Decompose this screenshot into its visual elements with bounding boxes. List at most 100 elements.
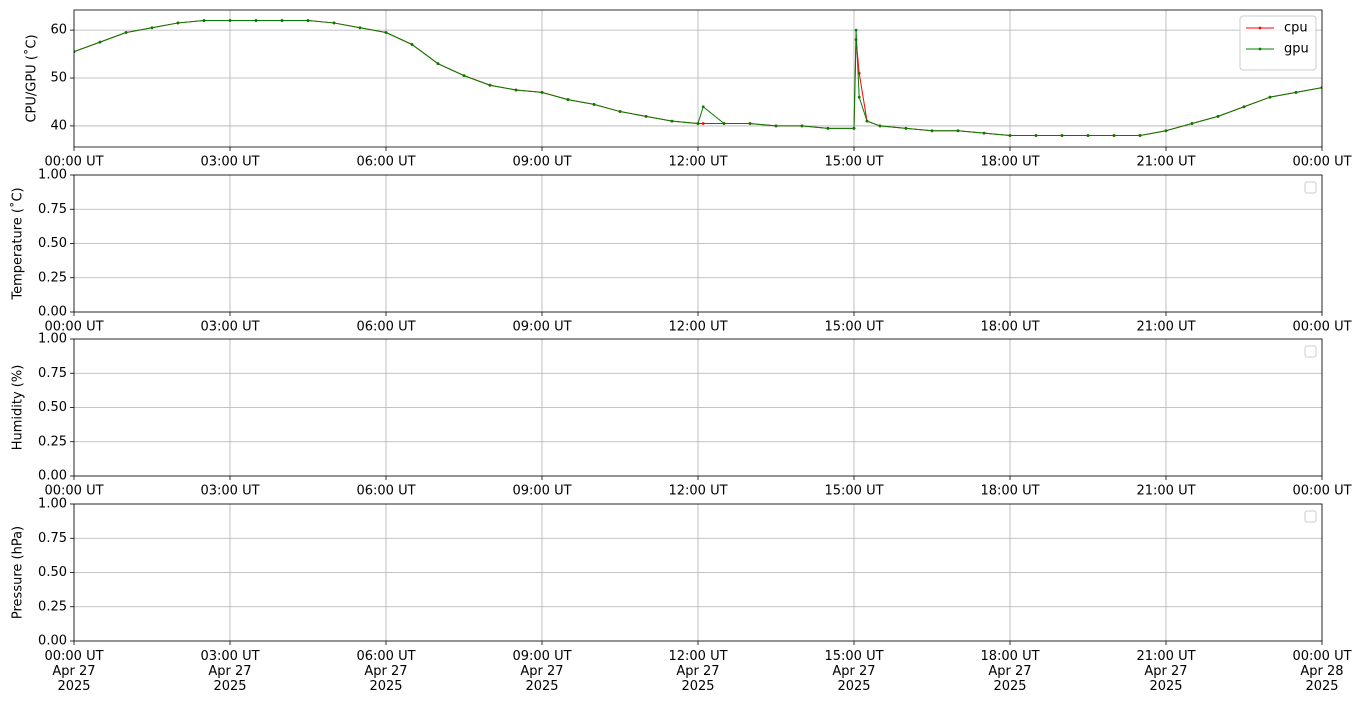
- point: [774, 124, 778, 128]
- point: [514, 88, 518, 92]
- point: [384, 31, 388, 34]
- point: [865, 119, 869, 123]
- point: [1268, 95, 1272, 99]
- x-tick-label: 12:00 UT: [668, 320, 727, 335]
- x-tick-label: 09:00 UT: [512, 320, 571, 335]
- point: [826, 126, 830, 130]
- x-tick-label: 15:00 UT: [824, 484, 883, 499]
- x-tick-label: 00:00 UT: [44, 155, 103, 170]
- y-tick-label: 0.50: [38, 400, 67, 415]
- y-tick-label: 0.75: [38, 202, 67, 217]
- y-tick-label: 0.00: [38, 469, 67, 484]
- point: [176, 21, 180, 25]
- point: [332, 21, 336, 25]
- point: [280, 19, 284, 22]
- legend-box: [1304, 345, 1317, 358]
- x-tick-label: 21:00 UT Apr 27 2025: [1136, 649, 1195, 694]
- legend-label: gpu: [1284, 42, 1309, 57]
- x-tick-label: 00:00 UT: [44, 484, 103, 499]
- point: [1060, 134, 1064, 137]
- y-axis-label: Pressure (hPa): [11, 526, 26, 619]
- x-tick-label: 09:00 UT Apr 27 2025: [512, 649, 571, 694]
- x-tick-label: 21:00 UT: [1136, 484, 1195, 499]
- point: [857, 95, 861, 99]
- y-tick-label: 1.00: [38, 497, 67, 512]
- point: [670, 119, 674, 123]
- point: [410, 43, 414, 46]
- y-tick-label: 0.50: [38, 565, 67, 580]
- legend-box: [1304, 181, 1317, 194]
- point: [202, 19, 206, 22]
- point: [800, 124, 804, 128]
- y-tick-label: 0.25: [38, 434, 67, 449]
- y-tick-label: 0.00: [38, 634, 67, 649]
- x-tick-label: 03:00 UT: [200, 155, 259, 170]
- x-tick-label: 21:00 UT: [1136, 320, 1195, 335]
- point: [854, 28, 858, 32]
- point: [1112, 134, 1116, 137]
- point: [592, 102, 596, 106]
- point: [228, 19, 232, 22]
- point: [701, 122, 705, 125]
- y-tick-label: 0.25: [38, 270, 67, 285]
- x-tick-label: 00:00 UT: [44, 320, 103, 335]
- legend-label: cpu: [1284, 21, 1308, 36]
- x-tick-label: 00:00 UT Apr 28 2025: [1292, 649, 1351, 694]
- point: [852, 126, 856, 130]
- axes-frame: [73, 503, 1323, 642]
- y-axis-label: Humidity (%): [11, 365, 26, 451]
- point: [878, 124, 882, 128]
- point: [1008, 134, 1012, 137]
- x-tick-label: 00:00 UT Apr 27 2025: [44, 649, 103, 694]
- legend-marker: [1258, 26, 1262, 30]
- y-tick-label: 0.75: [38, 366, 67, 381]
- point: [696, 122, 700, 125]
- plot-area: [74, 19, 1322, 137]
- y-tick-label: 1.00: [38, 332, 67, 347]
- point: [1164, 129, 1168, 133]
- axes-frame: [73, 9, 1323, 148]
- x-tick-label: 00:00 UT: [1292, 320, 1351, 335]
- point: [488, 83, 492, 87]
- point: [150, 26, 154, 30]
- point: [1216, 114, 1220, 118]
- point: [1086, 134, 1090, 137]
- point: [748, 122, 752, 125]
- y-tick-label: 50: [50, 71, 67, 86]
- point: [1242, 105, 1246, 109]
- point: [1190, 122, 1194, 125]
- point: [904, 126, 908, 130]
- x-tick-label: 12:00 UT Apr 27 2025: [668, 649, 727, 694]
- y-axis-label: CPU/GPU (˚C): [24, 34, 40, 122]
- point: [982, 131, 986, 135]
- point: [254, 19, 258, 22]
- point: [1138, 134, 1142, 137]
- x-tick-label: 06:00 UT Apr 27 2025: [356, 649, 415, 694]
- y-tick-label: 60: [50, 23, 67, 38]
- point: [930, 129, 934, 133]
- x-tick-label: 06:00 UT: [356, 484, 415, 499]
- x-tick-label: 03:00 UT Apr 27 2025: [200, 649, 259, 694]
- y-tick-label: 0.75: [38, 531, 67, 546]
- y-tick-label: 40: [50, 118, 67, 133]
- x-tick-label: 03:00 UT: [200, 484, 259, 499]
- axes-frame: [73, 174, 1323, 313]
- x-tick-label: 18:00 UT: [980, 320, 1039, 335]
- point: [644, 114, 648, 118]
- x-tick-label: 06:00 UT: [356, 320, 415, 335]
- y-tick-label: 1.00: [38, 168, 67, 183]
- x-tick-label: 15:00 UT Apr 27 2025: [824, 649, 883, 694]
- x-tick-label: 09:00 UT: [512, 484, 571, 499]
- x-tick-label: 21:00 UT: [1136, 155, 1195, 170]
- y-tick-label: 0.25: [38, 599, 67, 614]
- point: [1294, 90, 1298, 94]
- x-tick-label: 03:00 UT: [200, 320, 259, 335]
- x-tick-label: 12:00 UT: [668, 484, 727, 499]
- point: [1034, 134, 1038, 137]
- x-tick-label: 12:00 UT: [668, 155, 727, 170]
- point: [358, 26, 362, 30]
- x-tick-label: 18:00 UT: [980, 155, 1039, 170]
- point: [701, 105, 705, 109]
- axes-frame: [73, 338, 1323, 477]
